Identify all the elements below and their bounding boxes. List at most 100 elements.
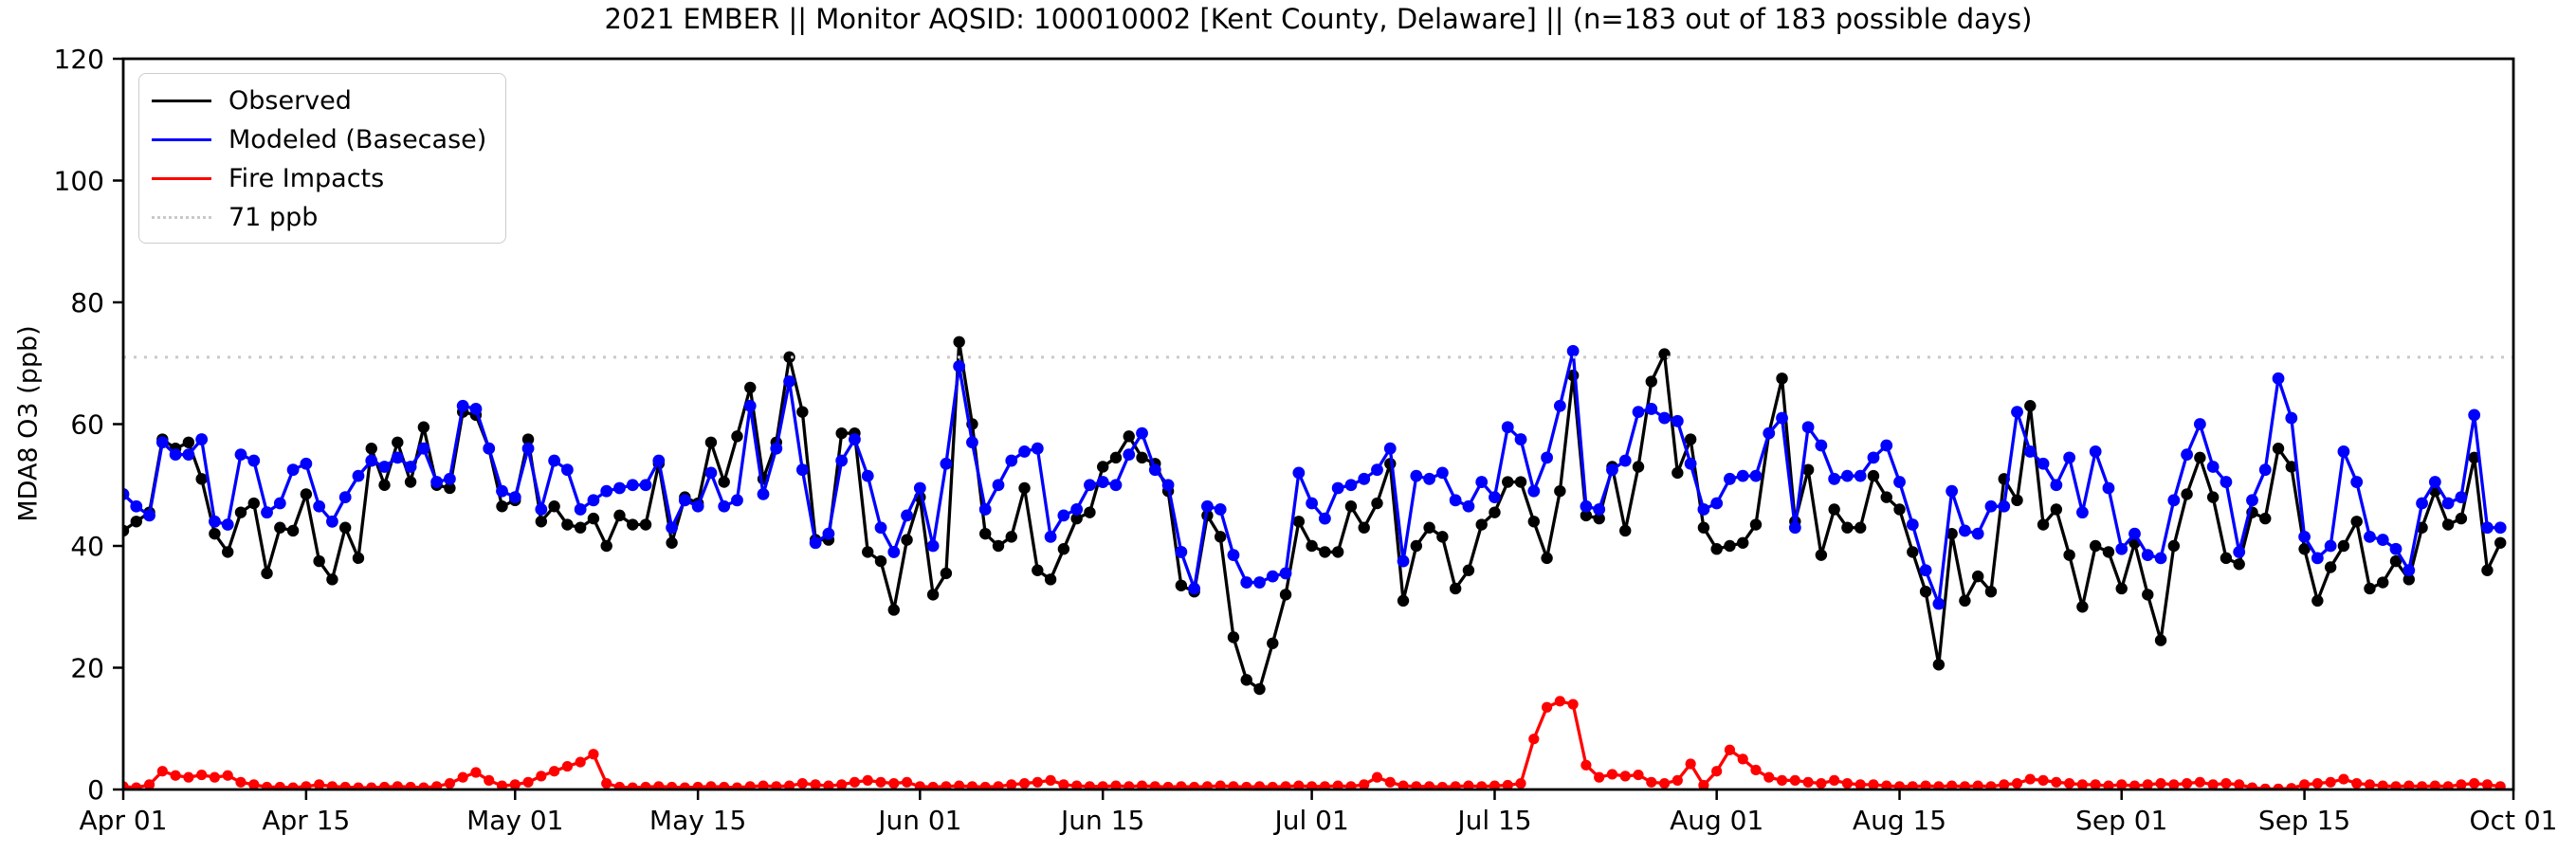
data-point bbox=[1749, 469, 1763, 482]
y-tick-label: 0 bbox=[87, 774, 104, 806]
data-point bbox=[836, 779, 848, 789]
data-point bbox=[1358, 472, 1371, 485]
data-point bbox=[183, 771, 194, 783]
data-point bbox=[535, 503, 548, 516]
data-point bbox=[1829, 774, 1840, 786]
data-point bbox=[1710, 543, 1723, 555]
data-point bbox=[1984, 585, 1998, 598]
data-point bbox=[1489, 780, 1501, 789]
data-point bbox=[2037, 774, 2049, 786]
data-point bbox=[875, 776, 886, 788]
data-point bbox=[2494, 781, 2506, 789]
data-point bbox=[783, 780, 795, 789]
data-point bbox=[926, 589, 940, 601]
data-point bbox=[326, 573, 338, 586]
data-point bbox=[1253, 682, 1266, 696]
data-point bbox=[1344, 479, 1358, 492]
data-point bbox=[2154, 634, 2167, 646]
data-point bbox=[783, 375, 795, 388]
data-point bbox=[1463, 780, 1474, 789]
data-point bbox=[443, 472, 456, 485]
data-point bbox=[549, 766, 560, 777]
data-point bbox=[209, 527, 221, 540]
data-point bbox=[2429, 780, 2440, 789]
data-point bbox=[718, 499, 731, 513]
data-point bbox=[979, 527, 992, 540]
data-point bbox=[1109, 479, 1123, 492]
data-point bbox=[1645, 403, 1658, 415]
data-point bbox=[810, 779, 821, 789]
legend-item-modeled: Modeled (Basecase) bbox=[139, 120, 505, 159]
data-point bbox=[2142, 589, 2154, 601]
data-point bbox=[1423, 472, 1435, 485]
data-point bbox=[548, 454, 561, 467]
data-point bbox=[2456, 779, 2467, 789]
data-point bbox=[1684, 433, 1697, 445]
data-point bbox=[313, 499, 326, 513]
x-tick-label: Jul 01 bbox=[1272, 805, 1348, 836]
data-point bbox=[640, 781, 651, 789]
data-point bbox=[1999, 779, 2010, 789]
data-point bbox=[1489, 491, 1501, 503]
data-point bbox=[338, 491, 352, 503]
y-tick-label: 120 bbox=[54, 44, 104, 75]
axes-spines bbox=[121, 57, 2515, 791]
data-point bbox=[521, 442, 535, 455]
legend-item-observed: Observed bbox=[139, 82, 505, 120]
data-point bbox=[196, 769, 208, 781]
x-tick-label: Sep 15 bbox=[2258, 805, 2350, 836]
data-point bbox=[1672, 774, 1683, 786]
data-point bbox=[2403, 780, 2415, 789]
data-point bbox=[1032, 564, 1044, 576]
x-tick-label: May 01 bbox=[466, 805, 563, 836]
data-point bbox=[1318, 512, 1331, 525]
observed-line-sample bbox=[152, 100, 211, 102]
data-point bbox=[2089, 539, 2102, 553]
data-point bbox=[1645, 375, 1657, 388]
chart-title: 2021 EMBER || Monitor AQSID: 100010002 [… bbox=[604, 3, 2033, 35]
data-point bbox=[1032, 776, 1043, 788]
data-point bbox=[1776, 411, 1788, 425]
data-point bbox=[1397, 554, 1410, 568]
data-point bbox=[469, 403, 483, 415]
data-point bbox=[1176, 781, 1187, 789]
data-point bbox=[862, 774, 873, 786]
data-point bbox=[2416, 497, 2428, 510]
data-point bbox=[1737, 753, 1748, 765]
data-point bbox=[2468, 451, 2480, 464]
data-point bbox=[1423, 521, 1435, 534]
data-point bbox=[170, 770, 181, 781]
data-point bbox=[2272, 372, 2285, 385]
data-point bbox=[405, 781, 416, 789]
data-point bbox=[613, 781, 626, 789]
data-point bbox=[2234, 779, 2245, 789]
data-point bbox=[2402, 564, 2416, 577]
data-point bbox=[2337, 539, 2350, 553]
legend-label: Fire Impacts bbox=[228, 164, 385, 193]
data-point bbox=[1201, 499, 1214, 513]
data-point bbox=[2442, 781, 2454, 789]
legend-label: 71 ppb bbox=[228, 203, 319, 232]
legend-label: Observed bbox=[228, 86, 352, 116]
data-point bbox=[692, 781, 703, 789]
data-point bbox=[2298, 530, 2311, 543]
data-point bbox=[601, 777, 612, 789]
data-point bbox=[2075, 506, 2089, 519]
data-point bbox=[600, 484, 613, 498]
data-point bbox=[2286, 783, 2297, 789]
data-point bbox=[1435, 466, 1449, 480]
data-point bbox=[521, 433, 535, 445]
data-point bbox=[731, 782, 743, 789]
data-point bbox=[1528, 734, 1540, 745]
data-point bbox=[2338, 773, 2349, 785]
data-point bbox=[587, 512, 600, 525]
data-point bbox=[744, 381, 757, 394]
data-point bbox=[1881, 780, 1892, 789]
data-point bbox=[1306, 539, 1318, 553]
data-point bbox=[1293, 780, 1305, 789]
data-point bbox=[1201, 781, 1214, 789]
data-point bbox=[143, 779, 155, 789]
data-point bbox=[2220, 552, 2233, 565]
data-point bbox=[1698, 779, 1709, 789]
x-tick-label: Oct 01 bbox=[2470, 805, 2558, 836]
